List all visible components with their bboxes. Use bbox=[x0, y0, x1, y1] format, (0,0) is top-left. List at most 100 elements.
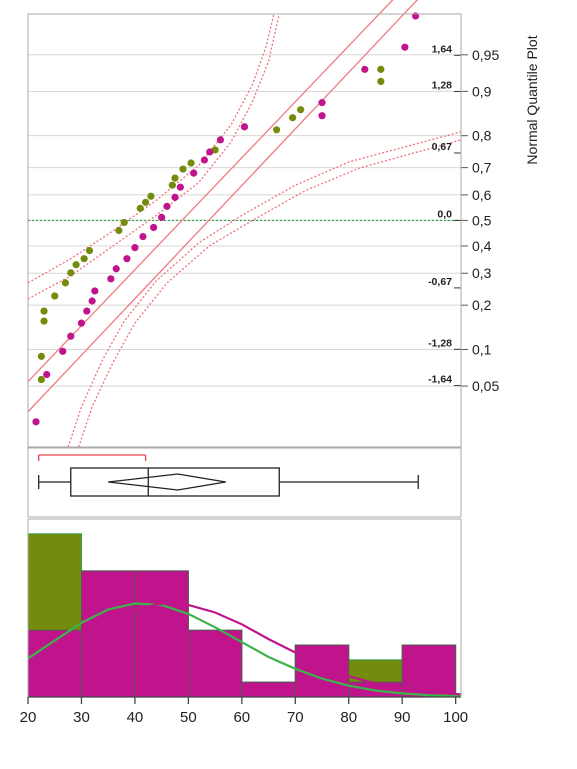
quantile-point bbox=[411, 12, 420, 20]
quantile-point bbox=[377, 65, 385, 73]
quantile-point bbox=[168, 181, 176, 189]
quantile-point bbox=[190, 169, 198, 177]
histogram-bar bbox=[241, 681, 296, 698]
quantile-point bbox=[142, 198, 150, 206]
z-tick-label: 0,0 bbox=[437, 208, 452, 220]
quantile-point bbox=[206, 148, 214, 156]
x-tick-label: 60 bbox=[233, 709, 250, 726]
quantile-point bbox=[123, 255, 131, 263]
panel-frames bbox=[27, 13, 462, 697]
quantile-point bbox=[216, 136, 225, 144]
quantile-point bbox=[88, 297, 96, 305]
histogram-bar bbox=[80, 570, 136, 698]
quantile-point bbox=[318, 99, 326, 107]
prob-tick-label: 0,95 bbox=[472, 47, 499, 63]
prob-tick-label: 0,4 bbox=[472, 238, 492, 254]
histogram-bar bbox=[134, 570, 189, 698]
z-tick-label: 1,28 bbox=[432, 80, 453, 92]
quantile-axis-title: Normal Quantile Plot bbox=[524, 35, 540, 164]
quantile-point bbox=[67, 269, 75, 277]
quantile-point bbox=[171, 174, 179, 182]
quantile-point bbox=[37, 375, 45, 384]
x-tick-label: 70 bbox=[287, 709, 304, 726]
z-tick-label: 0,67 bbox=[432, 141, 453, 153]
box-frame bbox=[27, 447, 462, 518]
quantile-point bbox=[32, 418, 40, 426]
x-tick-label: 20 bbox=[20, 709, 37, 726]
x-axis: 20 30 40 50 60 70 80 90 100 bbox=[20, 696, 468, 726]
reference-line bbox=[27, 0, 394, 382]
confidence-band bbox=[27, 13, 275, 284]
quantile-point bbox=[179, 165, 187, 173]
x-tick-label: 100 bbox=[443, 709, 468, 726]
x-tick-label: 30 bbox=[73, 709, 90, 726]
prob-tick-label: 0,1 bbox=[472, 341, 492, 357]
histogram bbox=[27, 533, 462, 698]
confidence-band bbox=[67, 131, 462, 448]
quantile-point bbox=[83, 307, 91, 315]
mean-diamond bbox=[108, 473, 226, 491]
prob-tick-label: 0,6 bbox=[472, 187, 492, 203]
quantile-points bbox=[32, 12, 420, 426]
quantile-point bbox=[80, 255, 88, 263]
quantile-point bbox=[85, 247, 94, 255]
quantile-point bbox=[40, 307, 48, 315]
reference-lines bbox=[27, 0, 419, 413]
quantile-point bbox=[107, 275, 115, 283]
quantile-frame bbox=[27, 13, 462, 448]
quantile-point bbox=[139, 232, 147, 241]
quantile-point bbox=[77, 319, 86, 327]
quantile-point bbox=[240, 123, 249, 131]
quantile-point bbox=[120, 218, 128, 227]
quantile-point bbox=[40, 317, 48, 325]
quantile-point bbox=[131, 244, 139, 252]
prob-tick-label: 0,8 bbox=[472, 128, 492, 144]
quantile-point bbox=[43, 370, 51, 379]
quantile-point bbox=[272, 126, 281, 134]
prob-tick-label: 0,3 bbox=[472, 265, 492, 281]
x-tick-label: 90 bbox=[394, 709, 411, 726]
prob-tick-label: 0,7 bbox=[472, 160, 492, 176]
quantile-point bbox=[176, 183, 184, 191]
quantile-point bbox=[37, 352, 45, 360]
x-tick-label: 50 bbox=[180, 709, 197, 726]
density-curve bbox=[27, 602, 462, 698]
quantile-point bbox=[51, 292, 59, 300]
quantile-point bbox=[289, 114, 297, 122]
quantile-point bbox=[61, 279, 70, 287]
histogram-bar bbox=[401, 644, 457, 698]
quantile-point bbox=[136, 204, 144, 212]
quantile-point bbox=[112, 265, 120, 273]
quantile-point bbox=[187, 159, 195, 167]
histogram-bar bbox=[294, 644, 350, 698]
prob-tick-label: 0,5 bbox=[472, 212, 492, 228]
quantile-axis: 0,95 0,9 0,8 0,7 0,6 0,5 0,4 0,3 0,2 0,1 0,05 1,64 1… bbox=[428, 43, 499, 394]
quantile-point bbox=[401, 43, 409, 51]
prob-tick-label: 0,2 bbox=[472, 297, 492, 313]
x-tick-label: 40 bbox=[127, 709, 144, 726]
reference-line bbox=[27, 0, 419, 413]
quantile-point bbox=[150, 223, 158, 232]
quantile-point bbox=[297, 106, 305, 114]
z-tick-label: -0,67 bbox=[428, 276, 452, 288]
quantile-point bbox=[72, 261, 80, 269]
quantile-point bbox=[377, 77, 385, 86]
quantile-point bbox=[318, 112, 326, 120]
quantile-point bbox=[147, 192, 155, 200]
quantile-point bbox=[200, 156, 209, 164]
box-plot bbox=[38, 454, 419, 497]
z-tick-label: -1,64 bbox=[428, 374, 452, 386]
quantile-point bbox=[67, 332, 75, 340]
quantile-point bbox=[361, 65, 369, 73]
confidence-band bbox=[78, 139, 462, 448]
density-curve bbox=[27, 602, 462, 696]
quantile-point bbox=[163, 202, 171, 210]
z-tick-label: -1,28 bbox=[428, 337, 452, 349]
histogram-bar bbox=[187, 629, 243, 698]
quantile-point bbox=[115, 226, 123, 235]
z-tick-label: 1,64 bbox=[432, 43, 453, 55]
quantile-point bbox=[59, 347, 67, 355]
confidence-bands bbox=[27, 13, 462, 448]
prob-tick-label: 0,9 bbox=[472, 83, 492, 99]
